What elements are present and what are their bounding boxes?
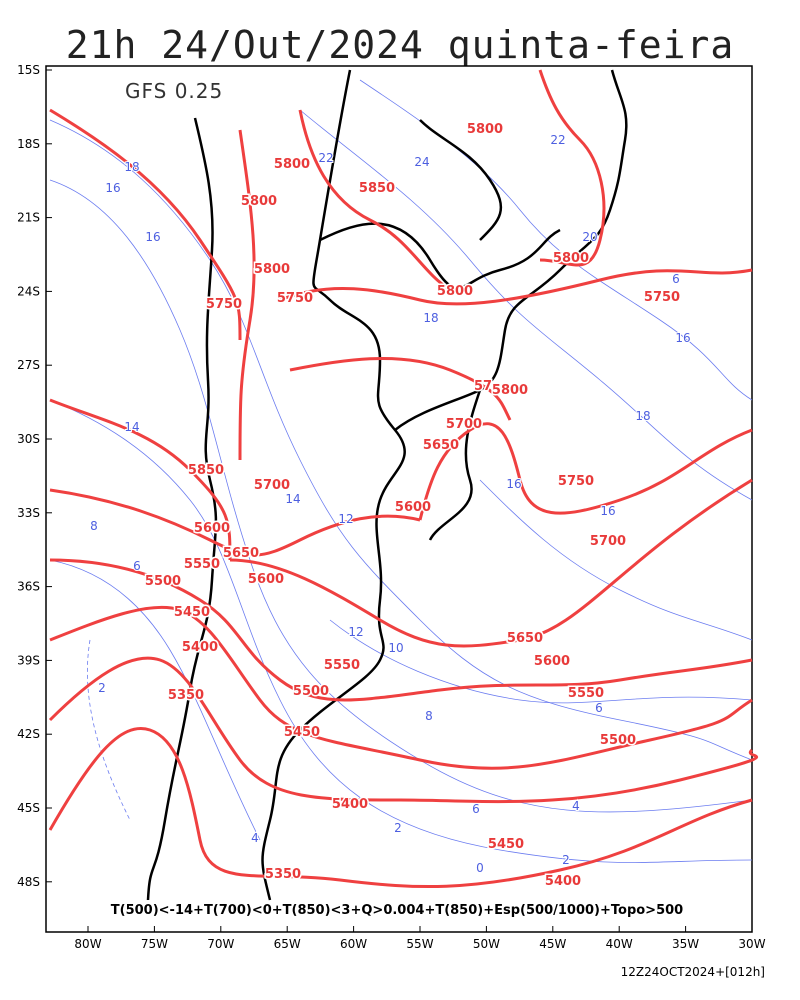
thickness-label: 5550 [324, 658, 360, 673]
thickness-label: 5350 [168, 688, 204, 703]
lon-label: 65W [274, 937, 301, 951]
thickness-label: 5550 [568, 686, 604, 701]
temperature-label: 0 [476, 861, 484, 875]
temperature-contours [49, 79, 753, 863]
run-footer: 12Z24OCT2024+[012h] [621, 965, 765, 979]
temperature-label: 12 [338, 512, 353, 526]
thickness-label: 5650 [507, 631, 543, 646]
thickness-label: 57 [474, 379, 492, 394]
thickness-label: 5450 [284, 725, 320, 740]
lat-label: 15S [17, 63, 40, 77]
lon-label: 50W [473, 937, 500, 951]
temperature-label: 18 [124, 160, 139, 174]
lat-label: 21S [17, 211, 40, 225]
thickness-label: 5700 [590, 534, 626, 549]
thickness-label: 5600 [248, 572, 284, 587]
thickness-label: 5750 [558, 474, 594, 489]
temperature-label: 6 [595, 701, 603, 715]
thickness-label: 5700 [446, 417, 482, 432]
temperature-label: 14 [124, 420, 139, 434]
lon-label: 55W [406, 937, 433, 951]
lat-label: 33S [17, 506, 40, 520]
temperature-label: 2 [394, 821, 402, 835]
temperature-label: 20 [582, 230, 597, 244]
thickness-label: 5400 [182, 640, 218, 655]
thickness-label: 5450 [488, 837, 524, 852]
lon-label: 70W [207, 937, 234, 951]
thickness-label: 5700 [254, 478, 290, 493]
thickness-label: 5800 [553, 251, 589, 266]
thickness-label: 5650 [223, 546, 259, 561]
thickness-label: 5600 [194, 521, 230, 536]
temperature-label: 22 [318, 151, 333, 165]
legend-text: T(500)<-14+T(700)<0+T(850)<3+Q>0.004+T(8… [111, 903, 683, 918]
thickness-label: 5750 [277, 291, 313, 306]
temperature-label: 16 [145, 230, 160, 244]
thickness-label: 5550 [184, 557, 220, 572]
thickness-label: 5400 [332, 797, 368, 812]
temperature-label: 6 [472, 802, 480, 816]
temperature-label: 4 [251, 831, 259, 845]
thickness-label: 5600 [534, 654, 570, 669]
temperature-label: 8 [425, 709, 433, 723]
map-title: 21h 24/Out/2024 quinta-feira [66, 23, 735, 67]
lon-label: 35W [672, 937, 699, 951]
thickness-label: 5800 [467, 122, 503, 137]
lat-label: 39S [17, 653, 40, 667]
thickness-label: 5800 [241, 194, 277, 209]
temperature-label: 14 [285, 492, 300, 506]
thickness-contours [48, 69, 759, 889]
thickness-label: 5450 [174, 605, 210, 620]
thickness-label: 5750 [644, 290, 680, 305]
lon-label: 80W [74, 937, 101, 951]
thickness-label: 5800 [437, 284, 473, 299]
temperature-label: 6 [133, 559, 141, 573]
thickness-label: 5850 [359, 181, 395, 196]
coastlines-borders [146, 69, 628, 901]
thickness-label: 5750 [206, 297, 242, 312]
thickness-label: 5800 [492, 383, 528, 398]
lat-label: 27S [17, 358, 40, 372]
thickness-label: 5600 [395, 500, 431, 515]
temperature-label: 16 [600, 504, 615, 518]
thickness-label: 5500 [293, 684, 329, 699]
lat-label: 30S [17, 432, 40, 446]
lat-label: 24S [17, 284, 40, 298]
lon-label: 40W [606, 937, 633, 951]
thickness-label: 5800 [274, 157, 310, 172]
model-label: GFS 0.25 [125, 79, 223, 103]
temperature-label: 2 [562, 853, 570, 867]
temperature-label: 6 [672, 272, 680, 286]
thickness-label: 5500 [145, 574, 181, 589]
lon-label: 45W [539, 937, 566, 951]
lat-label: 18S [17, 137, 40, 151]
lat-label: 48S [17, 875, 40, 889]
temperature-label: 18 [423, 311, 438, 325]
temperature-label: 24 [414, 155, 429, 169]
thickness-label: 5650 [423, 438, 459, 453]
temperature-label: 18 [635, 409, 650, 423]
temperature-label: 12 [348, 625, 363, 639]
thickness-label: 5800 [254, 262, 290, 277]
lat-label: 42S [17, 727, 40, 741]
temperature-label: 16 [105, 181, 120, 195]
thickness-label: 5850 [188, 463, 224, 478]
temperature-label: 16 [675, 331, 690, 345]
temperature-label: 16 [506, 477, 521, 491]
lon-label: 30W [738, 937, 765, 951]
temperature-label: 2 [98, 681, 106, 695]
temperature-label: 10 [388, 641, 403, 655]
lat-label: 36S [17, 580, 40, 594]
lat-label: 45S [17, 801, 40, 815]
thickness-label: 5400 [545, 874, 581, 889]
temperature-label: 22 [550, 133, 565, 147]
lon-label: 60W [340, 937, 367, 951]
thickness-label: 5350 [265, 867, 301, 882]
temperature-label: 4 [572, 799, 580, 813]
thickness-label: 5500 [600, 733, 636, 748]
map-frame [45, 65, 753, 933]
lon-label: 75W [141, 937, 168, 951]
temperature-label: 8 [90, 519, 98, 533]
